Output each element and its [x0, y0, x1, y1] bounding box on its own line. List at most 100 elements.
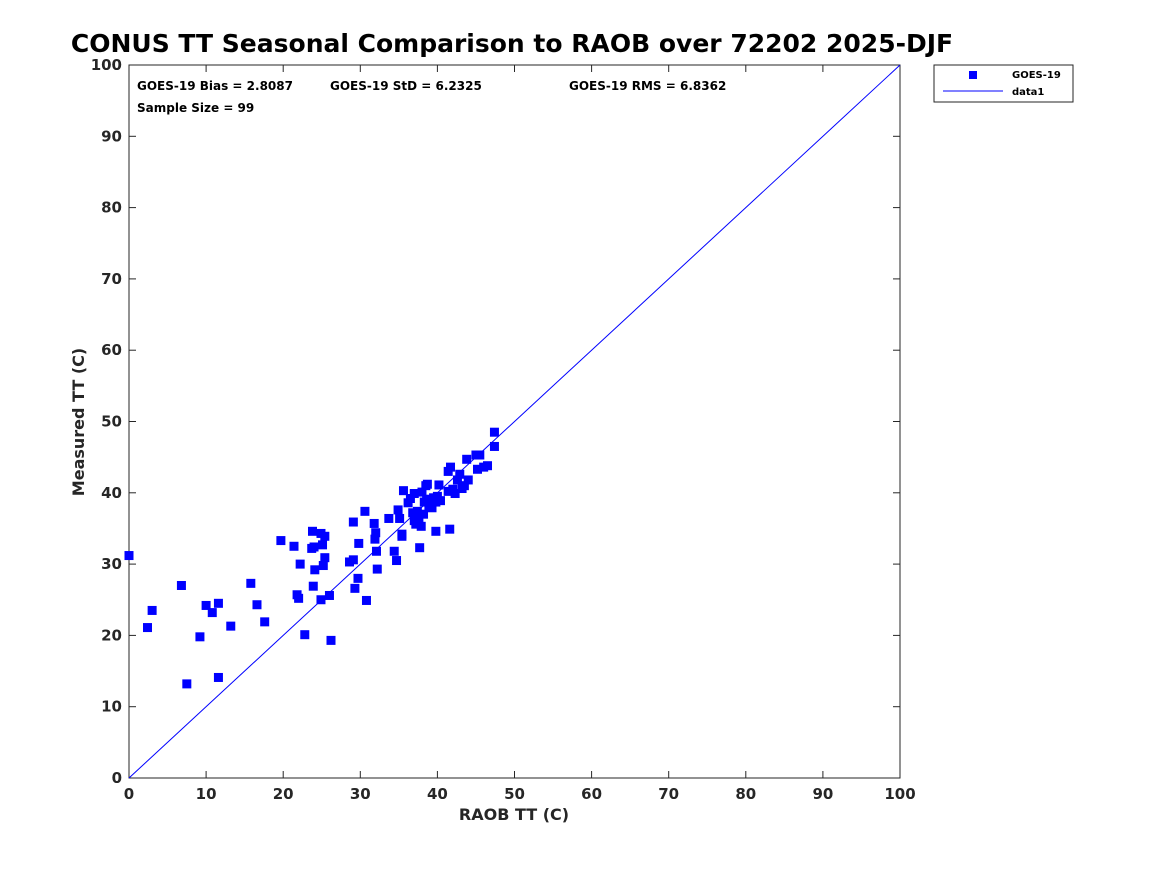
legend-box — [933, 64, 1074, 103]
y-tick-label: 0 — [112, 769, 122, 787]
annotation-std: GOES-19 StD = 6.2325 — [330, 79, 482, 93]
x-tick-label: 10 — [196, 785, 217, 803]
data-point — [318, 561, 328, 571]
data-point — [350, 583, 360, 593]
y-tick-label: 70 — [101, 270, 122, 288]
data-point — [207, 608, 217, 618]
data-point — [434, 480, 444, 490]
x-tick-label: 100 — [884, 785, 915, 803]
data-point — [260, 617, 270, 627]
y-tick-label: 30 — [101, 555, 122, 573]
data-point — [393, 505, 403, 515]
data-point — [360, 506, 370, 516]
y-tick-label: 40 — [101, 484, 122, 502]
data-point — [276, 536, 286, 546]
data-point — [422, 479, 432, 489]
data-point — [422, 494, 432, 504]
legend: GOES-19 data1 — [933, 64, 1074, 103]
annotation-rms: GOES-19 RMS = 6.8362 — [569, 79, 726, 93]
x-tick-label: 0 — [124, 785, 134, 803]
data-point — [392, 556, 402, 566]
x-tick-label: 60 — [581, 785, 602, 803]
data-point — [294, 593, 304, 603]
data-point — [310, 565, 320, 575]
x-tick-label: 20 — [273, 785, 294, 803]
data-point — [435, 496, 445, 506]
data-point — [446, 462, 456, 472]
x-axis: 0 10 20 30 40 50 60 70 80 90 100 — [124, 65, 916, 803]
annotation-bias: GOES-19 Bias = 2.8087 — [137, 79, 293, 93]
x-axis-label: RAOB TT (C) — [459, 805, 569, 824]
data-point — [416, 521, 426, 531]
data-point — [455, 469, 465, 479]
data-point — [489, 441, 499, 451]
data-point — [445, 524, 455, 534]
data-point — [309, 542, 319, 552]
data-point — [389, 546, 399, 556]
series-goes-19 — [124, 427, 499, 689]
data-point — [324, 590, 334, 600]
y-tick-label: 80 — [101, 199, 122, 217]
series-line-data1 — [128, 64, 901, 779]
x-tick-label: 40 — [427, 785, 448, 803]
data-point — [176, 580, 186, 590]
data-point — [213, 672, 223, 682]
data-point — [300, 630, 310, 640]
data-point — [143, 623, 153, 633]
data-point — [316, 595, 326, 605]
data-point — [326, 635, 336, 645]
data-point — [348, 517, 358, 527]
data-point — [252, 600, 262, 610]
data-point — [475, 450, 485, 460]
data-point — [289, 541, 299, 551]
data-point — [483, 461, 493, 471]
data-point — [246, 578, 256, 588]
data-point — [412, 511, 422, 521]
data-point — [431, 526, 441, 536]
data-point — [307, 526, 317, 536]
data-point — [427, 503, 437, 513]
data-point — [371, 546, 381, 556]
data-point — [320, 553, 330, 563]
data-point — [450, 489, 460, 499]
data-point — [320, 531, 330, 541]
data-point — [318, 540, 328, 550]
x-tick-label: 50 — [504, 785, 525, 803]
data-point — [201, 600, 211, 610]
data-point — [361, 595, 371, 605]
chart-title: CONUS TT Seasonal Comparison to RAOB ove… — [71, 29, 953, 58]
data-point — [371, 528, 381, 538]
data-point — [370, 534, 380, 544]
data-point — [369, 518, 379, 528]
data-point — [426, 498, 436, 508]
data-point — [395, 513, 405, 523]
data-point — [472, 464, 482, 474]
data-point — [452, 475, 462, 485]
data-point — [308, 581, 318, 591]
data-point — [417, 487, 427, 497]
legend-label-data1: data1 — [1012, 87, 1044, 98]
x-tick-label: 70 — [658, 785, 679, 803]
y-tick-label: 60 — [101, 341, 122, 359]
data-point — [415, 543, 425, 553]
data-point — [213, 598, 223, 608]
data-point — [348, 555, 358, 565]
data-point — [463, 475, 473, 485]
data-point — [397, 529, 407, 539]
data-point — [459, 481, 469, 491]
data-point — [384, 513, 394, 523]
y-tick-label: 90 — [101, 127, 122, 145]
data-point — [354, 538, 364, 548]
x-tick-label: 30 — [350, 785, 371, 803]
data-point — [443, 486, 453, 496]
data-point — [226, 621, 236, 631]
data-point — [419, 509, 429, 519]
data-point — [411, 519, 421, 529]
data-point — [353, 573, 363, 583]
x-tick-label: 90 — [812, 785, 833, 803]
data-point — [195, 632, 205, 642]
y-tick-label: 10 — [101, 698, 122, 716]
data-point — [409, 489, 419, 499]
data-point — [489, 427, 499, 437]
